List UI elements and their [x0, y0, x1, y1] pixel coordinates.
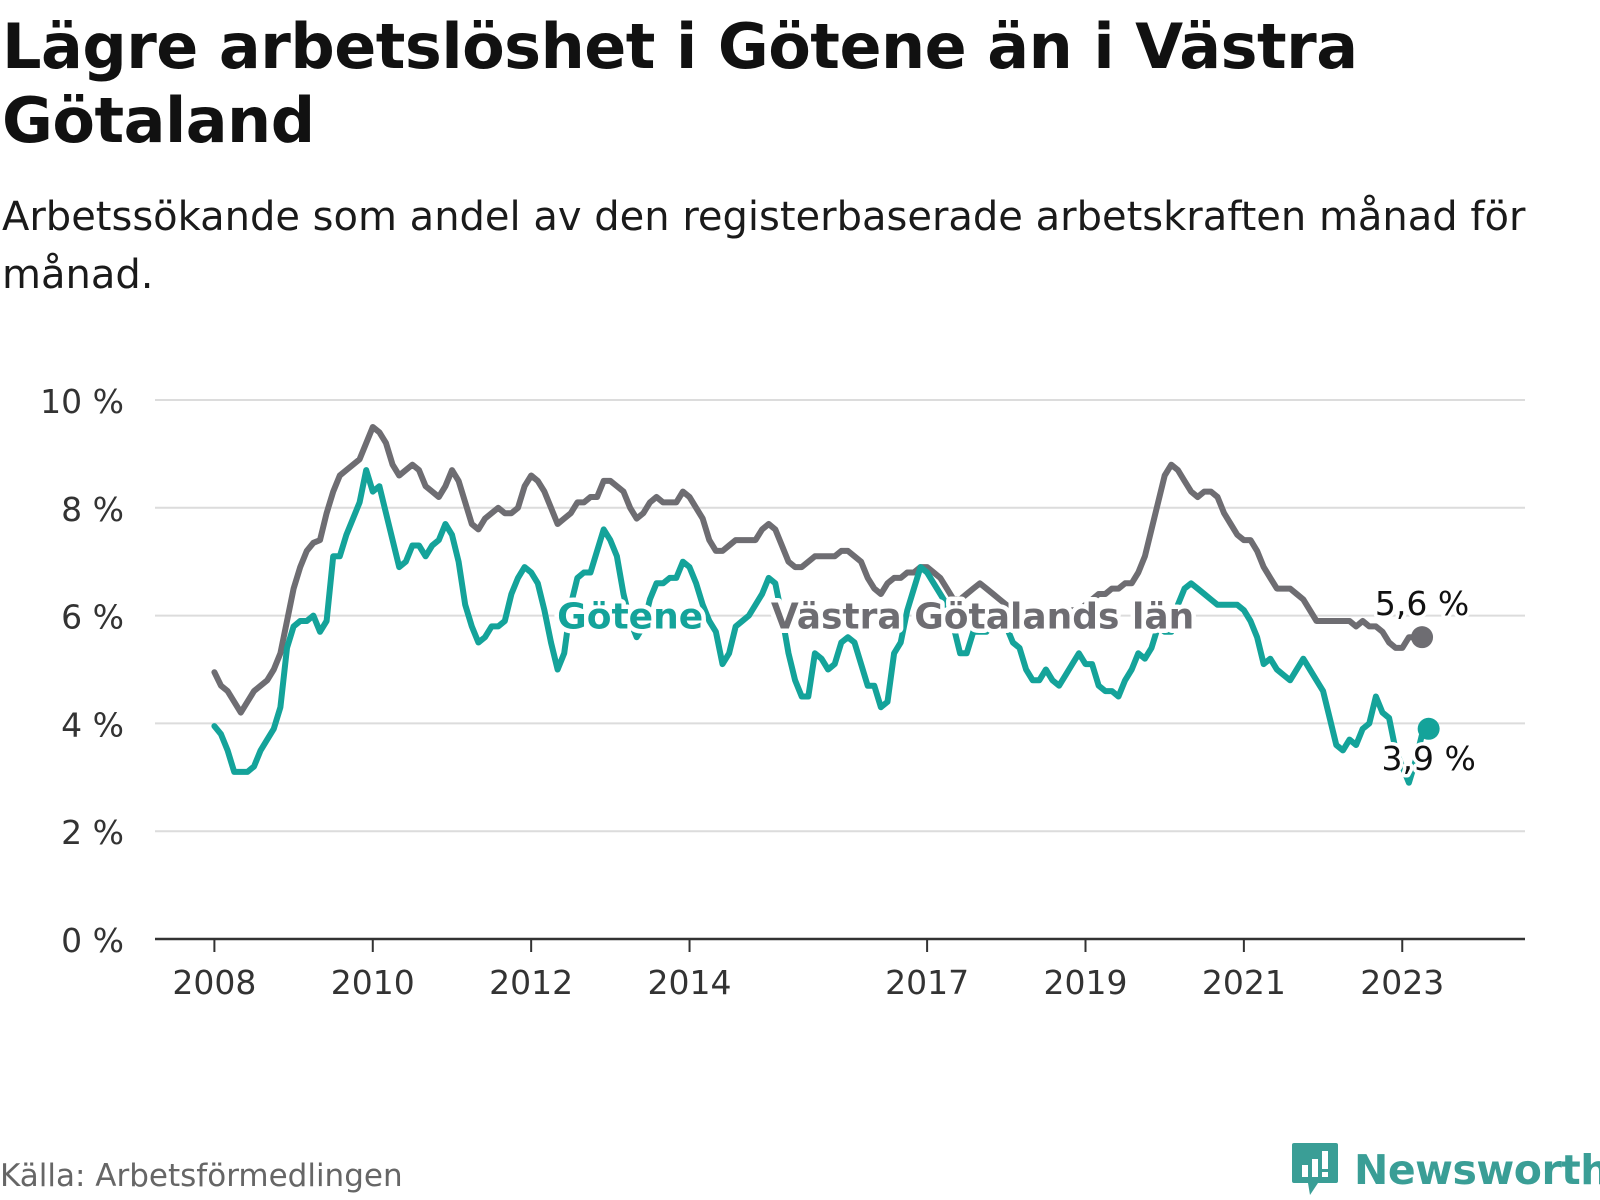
series-label: Västra Götalands län: [771, 597, 1194, 638]
gridlines: [155, 399, 1525, 833]
source-note: Källa: Arbetsförmedlingen: [0, 1158, 403, 1194]
x-tick-label: 2008: [172, 963, 256, 1002]
end-value-label: 3,9 %: [1381, 739, 1475, 778]
series-line: [211, 424, 1426, 716]
x-tick-label: 2017: [885, 963, 969, 1002]
chart-title: Lägre arbetslöshet i Götene än i Västra …: [2, 10, 1358, 157]
series-line: [211, 467, 1432, 786]
y-tick-label: 8 %: [61, 490, 124, 529]
series-lines: [211, 424, 1432, 786]
x-axis: 2008 2010 2012 2014 2017 2019 2021 2023: [155, 937, 1525, 1002]
x-tick-label: 2021: [1202, 963, 1286, 1002]
y-tick-label: 4 %: [61, 705, 124, 744]
newsworthy-logo-icon: [1292, 1143, 1338, 1195]
y-tick-label: 10 %: [40, 382, 124, 421]
series-end-markers: 5,6 % 3,9 %: [1371, 581, 1479, 782]
brand-logo[interactable]: Newsworthy: [1290, 1140, 1600, 1200]
brand-name: Newsworthy: [1354, 1146, 1600, 1194]
x-tick-label: 2010: [331, 963, 415, 1002]
chart-subtitle: Arbetssökande som andel av den registerb…: [2, 194, 1526, 298]
y-tick-label: 0 %: [61, 921, 124, 960]
series-labels: Götene Västra Götalands län: [553, 592, 1199, 642]
series-label: Götene: [557, 597, 703, 638]
x-tick-label: 2014: [648, 963, 732, 1002]
x-tick-label: 2023: [1360, 963, 1444, 1002]
y-tick-label: 6 %: [61, 598, 124, 637]
end-marker: [1411, 626, 1434, 649]
y-tick-label: 2 %: [61, 813, 124, 852]
x-tick-label: 2019: [1043, 963, 1127, 1002]
end-value-label: 5,6 %: [1375, 584, 1469, 623]
y-axis-tick-labels: 0 % 2 % 4 % 6 % 8 % 10 %: [40, 382, 124, 960]
end-marker: [1417, 717, 1440, 740]
x-tick-label: 2012: [489, 963, 573, 1002]
